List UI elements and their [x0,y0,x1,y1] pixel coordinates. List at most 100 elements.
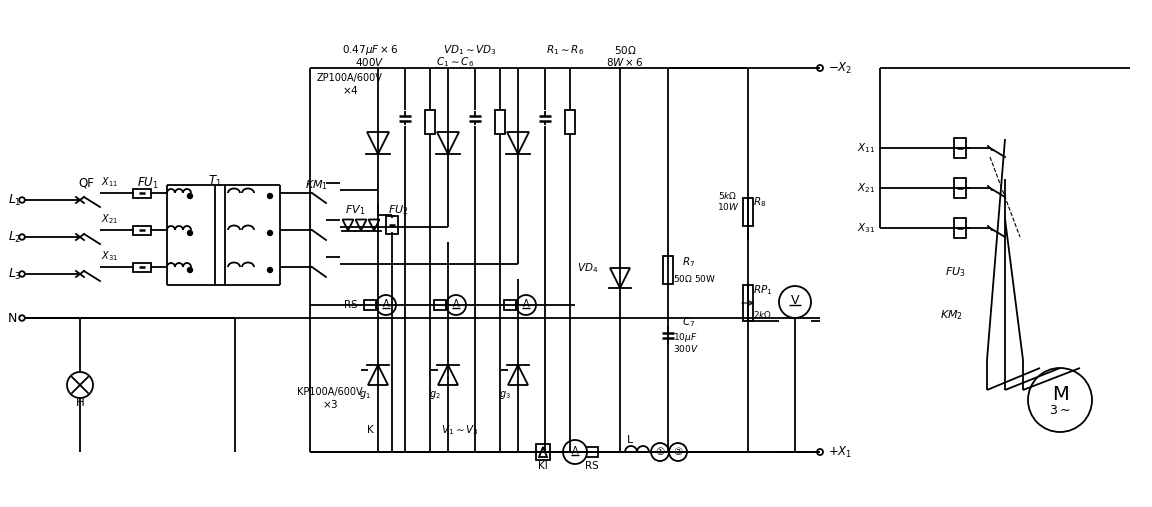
Polygon shape [437,132,458,154]
Text: $L_3$: $L_3$ [8,267,22,281]
Text: $RP_1$: $RP_1$ [753,283,773,297]
Bar [495,110,505,134]
Text: $L_1$: $L_1$ [8,193,22,207]
Text: A: A [382,299,389,309]
Text: $KM_1$: $KM_1$ [305,178,328,192]
Text: $R_1\sim R_6$: $R_1\sim R_6$ [546,43,584,57]
Polygon shape [356,220,366,231]
Text: $VD_4$: $VD_4$ [577,261,598,275]
Circle shape [376,295,396,315]
Circle shape [267,268,273,272]
Bar [132,189,151,198]
Text: $FV_1$: $FV_1$ [344,203,365,217]
Bar [954,178,967,198]
Text: $0.47\mu F\times6$: $0.47\mu F\times6$ [342,43,399,57]
Polygon shape [438,365,458,385]
Circle shape [188,231,192,235]
Circle shape [67,372,93,398]
Bar [564,110,575,134]
Circle shape [563,440,588,464]
Polygon shape [508,365,528,385]
Polygon shape [369,220,379,231]
Circle shape [20,197,25,203]
Bar [954,138,967,158]
Bar [505,300,516,310]
Bar [586,447,598,457]
Polygon shape [367,132,389,154]
Polygon shape [367,365,388,385]
Text: KP100A/600V: KP100A/600V [297,387,363,397]
Text: N: N [8,311,17,324]
Text: $10W$: $10W$ [717,200,740,211]
Text: RS: RS [585,461,599,471]
Text: $5k\Omega$: $5k\Omega$ [719,190,737,200]
Text: $400V$: $400V$ [355,56,385,68]
Text: $g_2$: $g_2$ [430,389,441,401]
Text: $R_7$: $R_7$ [682,255,695,269]
Circle shape [516,295,536,315]
Text: $10\mu F$: $10\mu F$ [673,331,697,344]
Circle shape [446,295,467,315]
Circle shape [20,315,25,321]
Text: $X_{21}$: $X_{21}$ [101,212,119,226]
Text: V: V [790,295,799,308]
Circle shape [188,268,192,272]
Circle shape [20,234,25,240]
Text: $8W\times6$: $8W\times6$ [606,56,644,68]
Circle shape [267,231,273,235]
Bar [536,444,550,460]
Text: A: A [571,446,578,456]
Text: $VD_1\sim VD_3$: $VD_1\sim VD_3$ [444,43,497,57]
Circle shape [779,286,811,318]
Polygon shape [611,268,630,288]
Circle shape [188,194,192,199]
Text: QF: QF [78,176,94,190]
Text: K: K [366,425,373,435]
Bar [434,300,446,310]
Bar [743,198,753,226]
Text: A: A [523,299,529,309]
Bar [386,216,397,234]
Text: $R_8$: $R_8$ [753,195,766,209]
Text: $\times4$: $\times4$ [342,84,358,96]
Bar [364,300,376,310]
Circle shape [1028,368,1092,432]
Text: $50\Omega$: $50\Omega$ [614,44,636,56]
Text: ZP100A/600V: ZP100A/600V [317,73,382,83]
Text: RS: RS [344,300,358,310]
Circle shape [267,194,273,199]
Text: $FU_2$: $FU_2$ [388,203,408,217]
Text: $FU_1$: $FU_1$ [137,175,159,191]
Text: $C_1\sim C_6$: $C_1\sim C_6$ [435,55,475,69]
Text: $FU_3$: $FU_3$ [945,265,965,279]
Text: $C_7$: $C_7$ [682,315,696,329]
Bar [954,218,967,238]
Text: ①: ① [655,447,665,457]
Bar [425,110,435,134]
Text: M: M [1052,384,1068,404]
Text: $KM_2$: $KM_2$ [940,308,963,322]
Polygon shape [539,447,547,457]
Text: $50\Omega$ 50W: $50\Omega$ 50W [673,272,717,283]
Text: H: H [76,396,84,410]
Text: $g_3$: $g_3$ [499,389,511,401]
Bar [664,256,673,284]
Text: $3\sim$: $3\sim$ [1049,404,1070,416]
Bar [743,285,753,321]
Text: $X_{11}$: $X_{11}$ [857,141,876,155]
Text: ②: ② [674,447,683,457]
Polygon shape [507,132,529,154]
Text: $-X_2$: $-X_2$ [828,60,852,76]
Text: $L_2$: $L_2$ [8,230,22,244]
Circle shape [817,449,823,455]
Text: $X_{21}$: $X_{21}$ [857,181,876,195]
Circle shape [669,443,687,461]
Text: $X_{11}$: $X_{11}$ [101,175,119,189]
Text: $X_{31}$: $X_{31}$ [857,221,876,235]
Circle shape [817,65,823,71]
Text: $T_1$: $T_1$ [209,173,222,189]
Text: L: L [627,435,634,445]
Text: KI: KI [538,461,548,471]
Text: $g_1$: $g_1$ [359,389,371,401]
Circle shape [651,443,669,461]
